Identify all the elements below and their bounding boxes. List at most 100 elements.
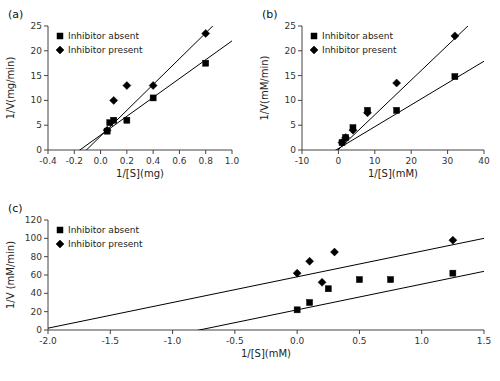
legend: Inhibitor absentInhibitor present xyxy=(56,225,143,249)
plot-area xyxy=(48,236,484,330)
legend-marker xyxy=(57,227,63,233)
x-tick-label: 0.4 xyxy=(146,156,161,166)
x-tick xyxy=(48,330,49,334)
point xyxy=(124,117,130,123)
y-tick-label: 15 xyxy=(31,71,42,81)
fit-line xyxy=(48,26,232,150)
y-tick xyxy=(44,125,48,126)
y-axis xyxy=(48,26,49,150)
x-tick xyxy=(297,330,298,334)
x-tick xyxy=(100,150,101,154)
point xyxy=(364,109,372,117)
x-tick-label: 0.8 xyxy=(199,156,214,166)
y-tick-label: 25 xyxy=(285,21,296,31)
y-tick-label: 20 xyxy=(31,46,43,56)
panel: -1001020304005101520251/[S](mM)1/V(mM/mi… xyxy=(259,8,490,184)
panel-label: (c) xyxy=(8,202,23,215)
y-tick xyxy=(44,256,48,257)
x-tick xyxy=(359,330,360,334)
point xyxy=(306,257,314,265)
y-tick-label: 5 xyxy=(290,120,296,130)
y-tick xyxy=(298,75,302,76)
point xyxy=(123,82,131,90)
x-axis-label: 1/[S](mM) xyxy=(241,348,291,359)
legend-label: Inhibitor absent xyxy=(68,225,140,235)
legend-marker xyxy=(56,46,64,54)
point xyxy=(449,236,457,244)
point xyxy=(356,277,362,283)
legend: Inhibitor absentInhibitor present xyxy=(56,31,143,55)
x-tick-label: -10 xyxy=(295,156,310,166)
panel: -2.0-1.5-1.0-0.50.00.51.01.5020406080100… xyxy=(5,202,491,361)
point xyxy=(110,96,118,104)
x-tick-label: 0.0 xyxy=(93,156,108,166)
point xyxy=(318,278,326,286)
y-tick xyxy=(44,50,48,51)
legend-marker xyxy=(56,240,64,248)
x-tick xyxy=(74,150,75,154)
panel: -0.4-0.20.00.20.40.60.81.005101520251/[S… xyxy=(5,7,239,188)
x-tick xyxy=(205,150,206,154)
y-tick-label: 20 xyxy=(31,307,43,317)
y-tick xyxy=(298,125,302,126)
y-tick xyxy=(44,275,48,276)
point xyxy=(202,29,210,37)
x-axis xyxy=(48,150,232,151)
point xyxy=(393,79,401,87)
x-tick-label: 0.5 xyxy=(352,336,366,346)
y-tick-label: 20 xyxy=(285,46,297,56)
fit-line xyxy=(48,238,484,328)
point xyxy=(343,135,349,141)
point xyxy=(293,269,301,277)
x-tick-label: 0 xyxy=(336,156,342,166)
y-tick-label: 5 xyxy=(36,120,42,130)
point xyxy=(388,277,394,283)
x-tick-label: -0.2 xyxy=(66,156,84,166)
point xyxy=(111,117,117,123)
panel-label: (a) xyxy=(8,8,23,21)
x-tick xyxy=(126,150,127,154)
point xyxy=(452,74,458,80)
x-tick xyxy=(232,150,233,154)
y-tick-label: 80 xyxy=(31,252,43,262)
x-axis xyxy=(48,330,484,331)
x-tick xyxy=(302,150,303,154)
legend-label: Inhibitor present xyxy=(322,45,397,55)
y-tick xyxy=(298,100,302,101)
y-axis-label: 1/V (mM/min) xyxy=(5,241,16,309)
y-axis-label: 1/V(mM/min) xyxy=(259,55,270,120)
y-tick-label: 0 xyxy=(36,325,42,335)
x-tick xyxy=(484,330,485,334)
x-tick-label: 1.5 xyxy=(477,336,491,346)
x-tick-label: -0.5 xyxy=(226,336,244,346)
y-tick xyxy=(298,150,302,151)
point xyxy=(331,248,339,256)
y-tick xyxy=(44,75,48,76)
x-tick xyxy=(421,330,422,334)
y-axis-label: 1/V(mg/min) xyxy=(5,57,16,120)
y-tick-label: 25 xyxy=(31,21,42,31)
y-tick-label: 60 xyxy=(31,270,43,280)
point xyxy=(203,60,209,66)
x-tick-label: 10 xyxy=(369,156,381,166)
x-tick-label: 40 xyxy=(478,156,490,166)
y-tick xyxy=(44,26,48,27)
legend-label: Inhibitor absent xyxy=(322,31,394,41)
x-tick-label: -1.5 xyxy=(102,336,120,346)
x-tick-label: 1.0 xyxy=(415,336,430,346)
y-tick-label: 10 xyxy=(31,95,43,105)
y-tick xyxy=(44,238,48,239)
y-tick-label: 40 xyxy=(31,288,43,298)
x-tick xyxy=(172,330,173,334)
legend-marker xyxy=(311,33,317,39)
x-tick-label: -0.4 xyxy=(39,156,57,166)
fit-line xyxy=(48,271,484,330)
point xyxy=(450,270,456,276)
point xyxy=(451,32,459,40)
point xyxy=(339,140,345,146)
point xyxy=(149,82,157,90)
x-tick xyxy=(234,330,235,334)
y-tick xyxy=(298,50,302,51)
point xyxy=(394,107,400,113)
x-tick-label: 0.6 xyxy=(172,156,187,166)
